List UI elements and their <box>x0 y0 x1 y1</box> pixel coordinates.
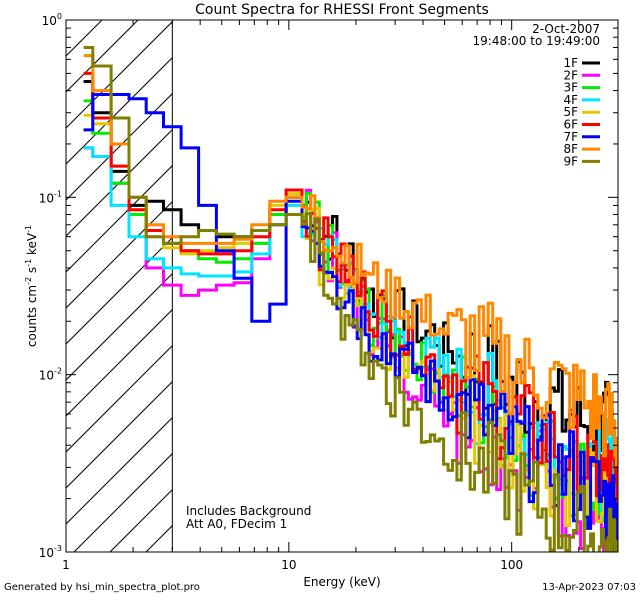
legend-label-2F: 2F <box>563 68 578 82</box>
axes: 1 10 100 100 10-1 10-2 10-3 <box>39 12 619 572</box>
x-axis-label: Energy (keV) <box>303 575 380 589</box>
hatch-line <box>66 236 173 345</box>
hatch-line <box>66 92 173 201</box>
plot-frame <box>65 19 619 553</box>
hatch-line <box>66 20 173 129</box>
footer-generated-by: Generated by hsi_min_spectra_plot.pro <box>4 582 200 593</box>
series-line-6F <box>83 71 618 545</box>
hatch-line <box>66 344 173 453</box>
legend-label-7F: 7F <box>563 130 578 144</box>
y-tick-label: 10-1 <box>39 189 62 205</box>
legend-label-5F: 5F <box>563 105 578 119</box>
note-attenuator-state: Att A0, FDecim 1 <box>186 517 287 531</box>
y-tick-label: 10-3 <box>39 544 62 560</box>
hatch-line <box>66 416 173 525</box>
x-tick-label: 100 <box>500 558 523 572</box>
y-tick-label: 10-2 <box>39 367 62 383</box>
hatch-line <box>66 56 173 165</box>
attenuator-hatched-region <box>66 20 173 552</box>
series-line-5F <box>83 113 618 552</box>
legend-label-8F: 8F <box>563 142 578 156</box>
hatch-line <box>66 200 173 309</box>
hatch-line <box>66 272 173 381</box>
series-line-7F <box>83 93 618 552</box>
legend-time-range: 19:48:00 to 19:49:00 <box>473 34 600 48</box>
y-tick-label: 100 <box>42 12 62 28</box>
hatch-line <box>66 164 173 273</box>
legend-label-6F: 6F <box>563 118 578 132</box>
legend-label-3F: 3F <box>563 81 578 95</box>
series-line-8F <box>83 54 618 467</box>
chart-title: Count Spectra for RHESSI Front Segments <box>195 2 489 18</box>
hatch-line <box>73 452 173 552</box>
legend-label-9F: 9F <box>563 154 578 168</box>
x-tick-label: 10 <box>281 558 296 572</box>
legend-label-4F: 4F <box>563 93 578 107</box>
footer-timestamp: 13-Apr-2023 07:03 <box>542 582 636 593</box>
legend-date: 2-Oct-2007 <box>532 22 600 36</box>
hatch-line <box>66 380 173 489</box>
note-includes-background: Includes Background <box>186 504 311 518</box>
series-lines <box>83 20 618 552</box>
hatch-line <box>109 488 173 552</box>
series-line-9F <box>83 46 618 552</box>
x-tick-label: 1 <box>62 558 70 572</box>
legend-label-1F: 1F <box>563 56 578 70</box>
y-axis-label: counts cm-2 s-1 keV-1 <box>24 225 39 347</box>
